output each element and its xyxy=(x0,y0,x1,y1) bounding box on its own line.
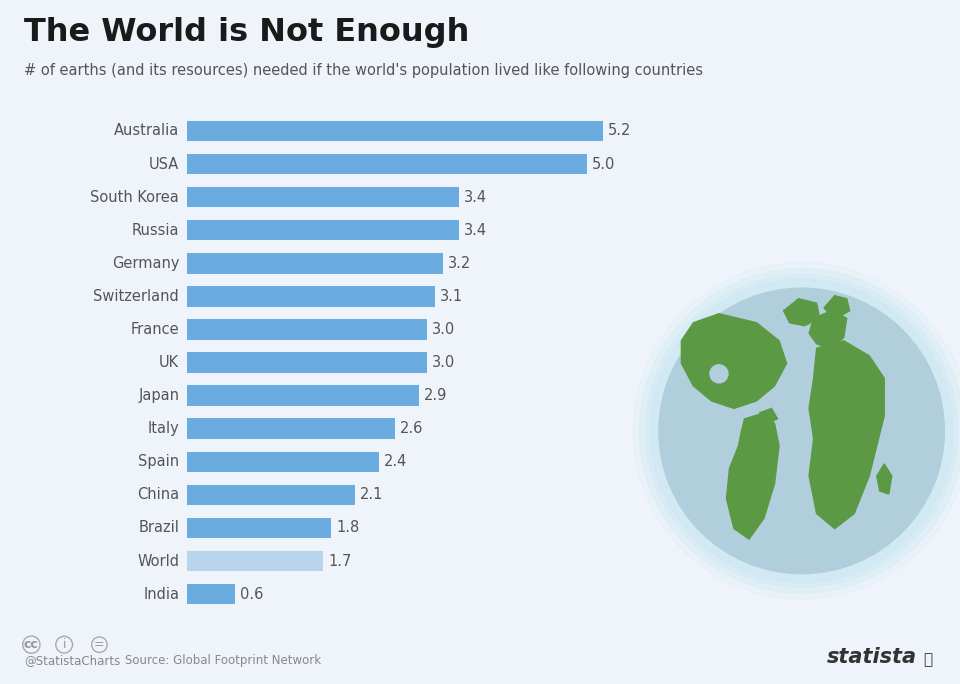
Bar xyxy=(187,484,355,505)
Text: Germany: Germany xyxy=(111,256,180,271)
Text: 3.0: 3.0 xyxy=(432,322,455,337)
Text: Switzerland: Switzerland xyxy=(93,289,180,304)
Text: statista: statista xyxy=(827,647,917,667)
Text: 5.2: 5.2 xyxy=(608,123,632,138)
Polygon shape xyxy=(876,464,892,494)
Text: 2.9: 2.9 xyxy=(424,388,447,403)
Text: Australia: Australia xyxy=(114,123,180,138)
Bar xyxy=(187,253,444,274)
Text: 2.6: 2.6 xyxy=(400,421,423,436)
Polygon shape xyxy=(783,299,820,326)
Bar xyxy=(187,451,379,472)
Text: India: India xyxy=(143,587,180,602)
Text: cc: cc xyxy=(24,638,38,651)
Polygon shape xyxy=(682,314,786,408)
Bar xyxy=(187,584,235,605)
Text: Japan: Japan xyxy=(138,388,180,403)
Text: 3.0: 3.0 xyxy=(432,355,455,370)
Text: World: World xyxy=(137,553,180,568)
Text: 3.1: 3.1 xyxy=(440,289,463,304)
Circle shape xyxy=(645,275,958,587)
Text: 5.0: 5.0 xyxy=(592,157,615,172)
Bar xyxy=(187,319,427,340)
Circle shape xyxy=(650,279,953,583)
Text: 0.6: 0.6 xyxy=(240,587,263,602)
Text: 3.4: 3.4 xyxy=(464,189,487,205)
Text: 2.4: 2.4 xyxy=(384,454,407,469)
Bar xyxy=(187,385,420,406)
Bar xyxy=(187,154,588,174)
Text: The World is Not Enough: The World is Not Enough xyxy=(24,17,469,48)
Text: 3.4: 3.4 xyxy=(464,223,487,238)
Circle shape xyxy=(639,269,960,593)
Polygon shape xyxy=(809,341,884,529)
Polygon shape xyxy=(759,408,778,423)
Bar xyxy=(187,286,435,306)
Text: # of earths (and its resources) needed if the world's population lived like foll: # of earths (and its resources) needed i… xyxy=(24,63,703,78)
Bar xyxy=(187,187,459,207)
Text: USA: USA xyxy=(149,157,180,172)
Bar xyxy=(187,352,427,373)
Text: 1.7: 1.7 xyxy=(328,553,351,568)
Text: China: China xyxy=(137,487,180,502)
Text: Brazil: Brazil xyxy=(138,521,180,536)
Bar xyxy=(187,551,324,571)
Circle shape xyxy=(710,365,728,383)
Polygon shape xyxy=(727,413,780,539)
Text: i: i xyxy=(62,638,66,651)
Text: Spain: Spain xyxy=(138,454,180,469)
Circle shape xyxy=(659,288,945,574)
Bar xyxy=(187,419,396,439)
Bar xyxy=(187,518,331,538)
Polygon shape xyxy=(824,295,850,317)
Bar xyxy=(187,120,603,141)
Text: South Korea: South Korea xyxy=(90,189,180,205)
Circle shape xyxy=(634,263,960,599)
Text: Russia: Russia xyxy=(132,223,180,238)
Text: Italy: Italy xyxy=(148,421,180,436)
Text: France: France xyxy=(131,322,180,337)
Text: 2.1: 2.1 xyxy=(360,487,383,502)
Text: =: = xyxy=(94,638,105,651)
Text: 1.8: 1.8 xyxy=(336,521,359,536)
Text: 3.2: 3.2 xyxy=(448,256,471,271)
Bar xyxy=(187,220,459,241)
Text: Source: Global Footprint Network: Source: Global Footprint Network xyxy=(125,654,321,667)
Text: UK: UK xyxy=(159,355,180,370)
Text: ⧉: ⧉ xyxy=(924,652,933,667)
Text: @StatistaCharts: @StatistaCharts xyxy=(24,654,120,667)
Polygon shape xyxy=(809,311,847,348)
